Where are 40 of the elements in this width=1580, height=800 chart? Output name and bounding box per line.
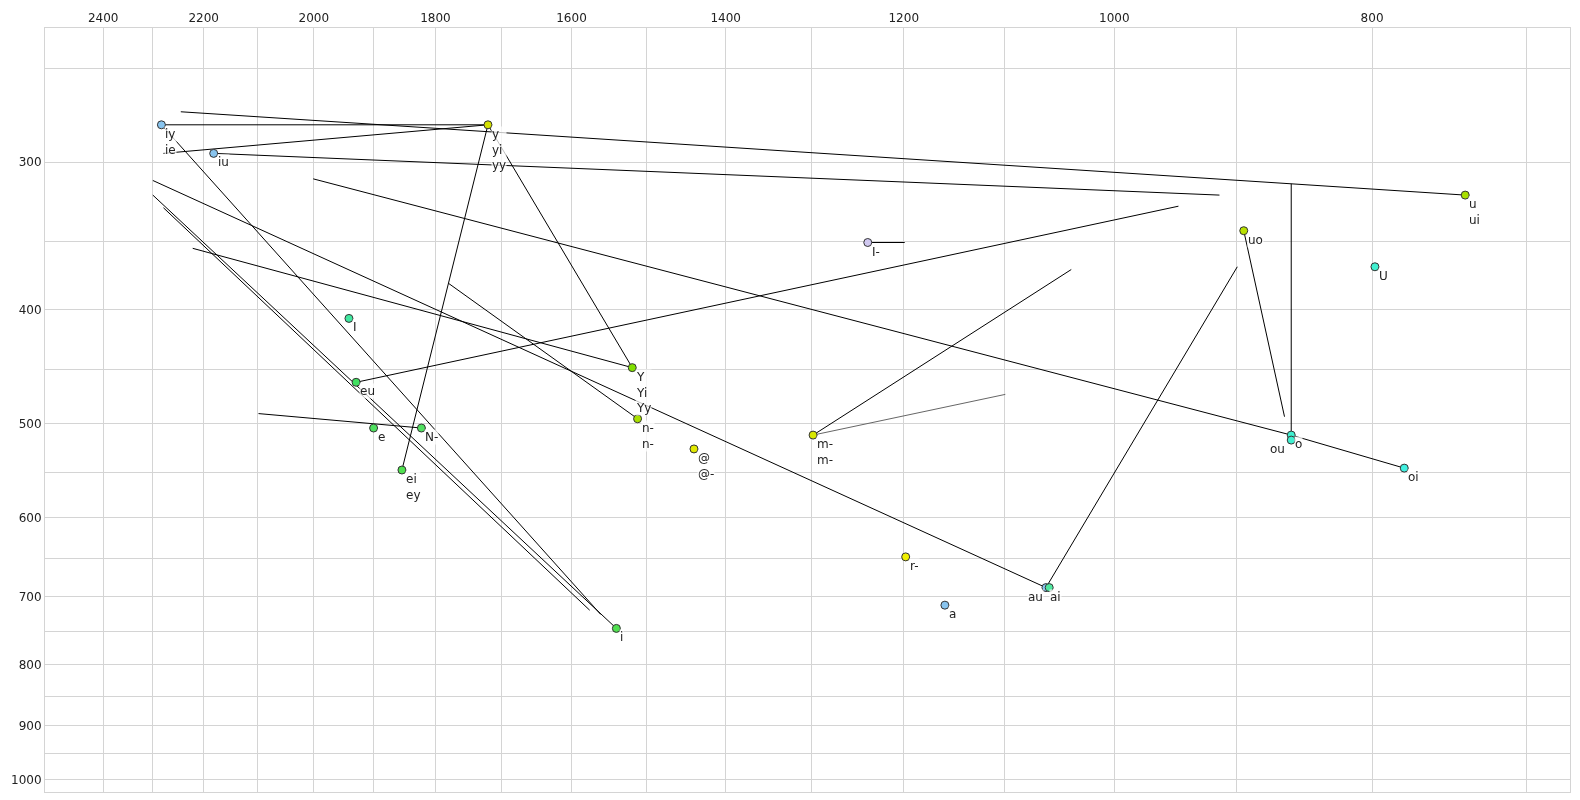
x-tick-label: 1400 xyxy=(710,11,741,26)
annotation: au xyxy=(1028,590,1043,604)
annotation: m- m- xyxy=(817,437,834,467)
x-tick-label: 1200 xyxy=(888,11,920,26)
y-tick-label: 300 xyxy=(18,155,42,170)
annotation: oi xyxy=(1408,470,1419,484)
annotation: a xyxy=(949,607,957,621)
annotation: uo xyxy=(1248,233,1263,247)
annotation: e xyxy=(378,430,386,444)
x-tick-label: 1000 xyxy=(1099,11,1130,26)
y-tick-label: 800 xyxy=(18,658,42,673)
y-tick-label: 400 xyxy=(18,302,42,317)
annotation: ai xyxy=(1050,590,1061,604)
annotation: u ui xyxy=(1469,197,1480,227)
y-tick-label: 700 xyxy=(18,589,42,604)
annotation: @ @- xyxy=(698,451,715,481)
annotation: N- xyxy=(425,430,439,444)
annotation: ou xyxy=(1270,442,1285,456)
annotation: ei ey xyxy=(406,472,421,502)
annotation: iu xyxy=(218,155,229,169)
y-tick-label: 600 xyxy=(18,510,42,525)
x-tick-label: 1600 xyxy=(556,11,587,26)
annotation: r- xyxy=(910,559,919,573)
annotation: I- xyxy=(872,245,880,259)
annotation: iy ie xyxy=(165,127,176,157)
y-tick-label: 900 xyxy=(18,718,42,733)
y-tick-label: 1000 xyxy=(11,772,42,787)
annotation: y yi yy xyxy=(492,127,507,173)
x-tick-label: 2200 xyxy=(188,11,219,26)
annotation: U xyxy=(1379,269,1388,283)
y-tick-label: 500 xyxy=(18,417,42,432)
x-tick-label: 2400 xyxy=(87,11,119,26)
annotation: eu xyxy=(360,384,375,398)
annotation: o xyxy=(1295,437,1303,451)
x-tick-label: 800 xyxy=(1360,11,1384,26)
x-tick-label: 1800 xyxy=(420,11,451,26)
annotation: n- n- xyxy=(642,421,654,451)
x-tick-label: 2000 xyxy=(298,11,330,26)
annotation: i xyxy=(620,630,624,644)
annotation: I xyxy=(353,320,357,334)
